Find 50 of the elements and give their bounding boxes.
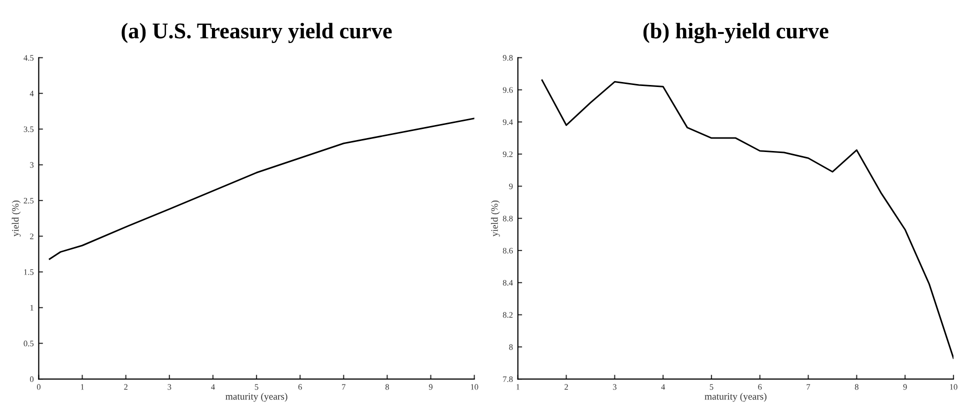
x-tick-label: 6 [298,384,302,390]
y-tick-label: 9.6 [502,87,513,93]
y-tick-label: 8.2 [502,312,513,318]
x-tick-label: 10 [470,384,478,390]
x-tick-label: 9 [903,384,907,390]
x-tick-label: 2 [124,384,128,390]
x-tick-label: 7 [342,384,346,390]
x-tick-label: 4 [211,384,215,390]
y-tick-label: 4 [30,90,34,96]
y-tick-label: 9.4 [502,119,513,125]
x-tick-label: 1 [80,384,84,390]
line-series [541,79,954,359]
y-tick-label: 1 [30,305,34,311]
y-tick-label: 0 [30,376,34,382]
y-tick-label: 3 [30,162,34,168]
x-tick-label: 9 [428,384,432,390]
y-tick-label: 9 [509,184,513,190]
x-axis-title: maturity (years) [704,392,766,402]
x-tick-label: 3 [612,384,616,390]
y-tick-label: 9.2 [502,151,513,158]
x-tick-label: 5 [254,384,258,390]
x-tick-label: 5 [710,384,714,390]
y-tick-label: 8.8 [502,216,513,222]
y-tick-label: 1.5 [24,269,34,275]
x-tick-label: 4 [661,384,666,390]
y-tick-label: 7.8 [503,376,513,382]
y-axis-title: yield (%) [12,200,21,236]
chart-title: (a) U.S. Treasury yield curve [122,22,392,44]
line-series [48,118,474,260]
y-tick-label: 0.5 [24,340,34,346]
x-tick-label: 6 [758,384,762,390]
chart-title: (b) high-yield curve [643,22,828,44]
x-tick-label: 8 [385,384,389,390]
x-tick-label: 10 [950,384,958,390]
y-axis-title: yield (%) [490,200,500,236]
x-tick-label: 3 [168,384,172,390]
y-tick-label: 8.6 [502,248,513,254]
x-tick-label: 0 [36,384,40,390]
y-tick-label: 3.5 [24,126,34,132]
y-tick-label: 2.5 [24,198,34,204]
y-tick-label: 2 [30,234,34,240]
y-tick-label: 9.8 [502,55,513,61]
x-axis-title: maturity (years) [226,392,288,402]
x-tick-label: 7 [806,384,810,390]
x-tick-label: 8 [854,384,858,390]
x-tick-label: 2 [564,384,568,390]
y-tick-label: 4.5 [24,55,34,61]
x-tick-label: 1 [516,384,520,390]
y-tick-label: 8 [509,344,513,350]
y-tick-label: 8.4 [502,280,513,286]
